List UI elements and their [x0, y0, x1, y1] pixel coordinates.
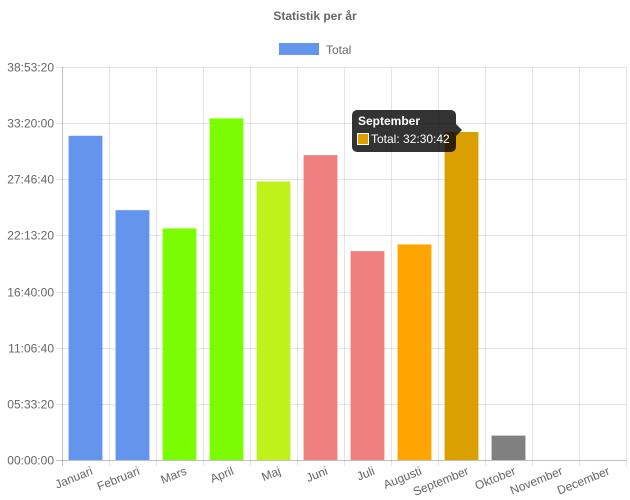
bar-mars[interactable] [162, 228, 197, 460]
bar-oktober[interactable] [491, 435, 526, 460]
y-tick-label: 27:46:40 [7, 173, 54, 187]
bar-februari[interactable] [115, 210, 150, 460]
grid-lines [56, 67, 627, 466]
y-tick-label: 22:13:20 [7, 229, 54, 243]
x-tick-label: April [208, 464, 236, 486]
x-tick-label: Januari [53, 464, 95, 492]
tooltip-title: September [358, 114, 420, 128]
tooltip-box [352, 110, 456, 152]
bar-maj[interactable] [256, 181, 291, 460]
tooltip-swatch [358, 134, 368, 144]
y-tick-label: 33:20:00 [7, 117, 54, 131]
tooltip-caret [456, 124, 462, 136]
x-tick-label: Februari [95, 464, 142, 494]
y-tick-label: 11:06:40 [8, 342, 54, 356]
y-tick-label: 05:33:20 [7, 398, 54, 412]
bars [68, 118, 526, 461]
x-axis-ticks: Januari Februari Mars April Maj Juni Juli Augus… [53, 464, 612, 499]
bar-april[interactable] [209, 118, 244, 461]
bar-september[interactable] [444, 132, 479, 460]
x-tick-label: Mars [159, 464, 189, 487]
x-tick-label: November [508, 464, 565, 498]
y-axis-ticks: 00:00:00 05:33:20 11:06:40 16:40:00 22:13:20… [7, 61, 54, 468]
x-tick-label: Maj [259, 464, 282, 484]
bar-augusti[interactable] [397, 244, 432, 460]
y-tick-label: 38:53:20 [7, 61, 54, 75]
bar-juli[interactable] [350, 251, 385, 460]
tooltip-body: Total: 32:30:42 [371, 132, 450, 146]
bar-januari[interactable] [68, 135, 103, 460]
tooltip: September Total: 32:30:42 [352, 110, 462, 152]
bar-juni[interactable] [303, 155, 338, 460]
x-tick-label: Juni [304, 464, 330, 485]
x-tick-label: December [555, 464, 612, 498]
legend[interactable]: Total [279, 43, 351, 57]
legend-label-total[interactable]: Total [326, 43, 351, 57]
x-tick-label: Juli [355, 464, 377, 484]
chart-title: Statistik per år [273, 9, 357, 23]
y-tick-label: 16:40:00 [7, 286, 54, 300]
legend-swatch-total[interactable] [279, 43, 319, 55]
y-tick-label: 00:00:00 [7, 454, 54, 468]
